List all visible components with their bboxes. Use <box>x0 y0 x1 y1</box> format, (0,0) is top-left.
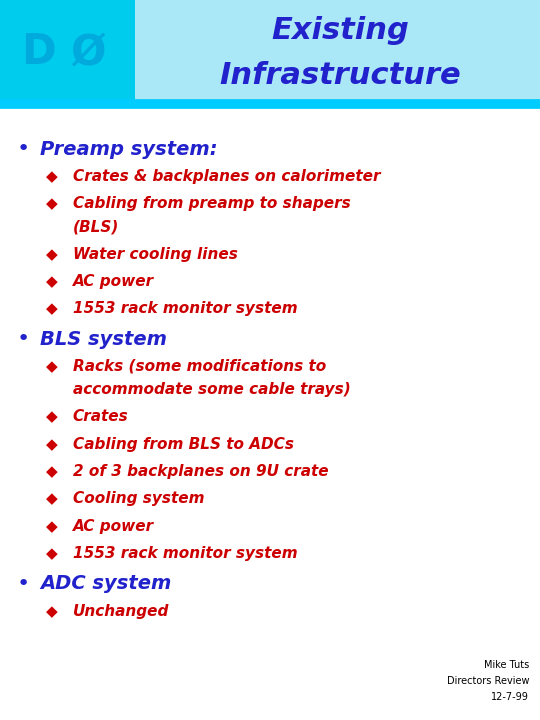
Text: ◆: ◆ <box>46 546 58 561</box>
Text: ADC system: ADC system <box>40 575 172 593</box>
Text: ◆: ◆ <box>46 410 58 424</box>
Text: •: • <box>16 329 30 349</box>
Text: ◆: ◆ <box>46 464 58 479</box>
Text: 2 of 3 backplanes on 9U crate: 2 of 3 backplanes on 9U crate <box>73 464 328 479</box>
Text: ◆: ◆ <box>46 604 58 618</box>
Text: Ø: Ø <box>70 31 106 73</box>
Text: ◆: ◆ <box>46 197 58 211</box>
FancyBboxPatch shape <box>0 0 135 104</box>
Text: Directors Review: Directors Review <box>447 676 529 686</box>
Text: Crates: Crates <box>73 410 129 424</box>
Text: ◆: ◆ <box>46 492 58 506</box>
Text: ◆: ◆ <box>46 437 58 451</box>
Text: ◆: ◆ <box>46 302 58 316</box>
Text: accommodate some cable trays): accommodate some cable trays) <box>73 382 350 397</box>
Text: Existing: Existing <box>271 16 409 45</box>
Text: 1553 rack monitor system: 1553 rack monitor system <box>73 546 298 561</box>
Text: ◆: ◆ <box>46 359 58 374</box>
Text: AC power: AC power <box>73 519 154 534</box>
Text: (BLS): (BLS) <box>73 220 119 234</box>
Text: Cabling from preamp to shapers: Cabling from preamp to shapers <box>73 197 350 211</box>
Text: Unchanged: Unchanged <box>73 604 169 618</box>
Text: Cooling system: Cooling system <box>73 492 205 506</box>
Text: •: • <box>16 574 30 594</box>
Text: Preamp system:: Preamp system: <box>40 140 218 158</box>
Text: Racks (some modifications to: Racks (some modifications to <box>73 359 326 374</box>
Text: ◆: ◆ <box>46 274 58 289</box>
Text: Infrastructure: Infrastructure <box>219 60 461 90</box>
Text: ◆: ◆ <box>46 519 58 534</box>
Text: 1553 rack monitor system: 1553 rack monitor system <box>73 302 298 316</box>
Text: Cabling from BLS to ADCs: Cabling from BLS to ADCs <box>73 437 294 451</box>
Text: ◆: ◆ <box>46 169 58 184</box>
Text: Water cooling lines: Water cooling lines <box>73 247 238 261</box>
Text: 12-7-99: 12-7-99 <box>491 692 529 702</box>
Text: D: D <box>22 31 56 73</box>
Text: Crates & backplanes on calorimeter: Crates & backplanes on calorimeter <box>73 169 380 184</box>
Text: •: • <box>16 139 30 159</box>
FancyBboxPatch shape <box>0 0 540 104</box>
Text: AC power: AC power <box>73 274 154 289</box>
Text: ◆: ◆ <box>46 247 58 261</box>
Text: Mike Tuts: Mike Tuts <box>484 660 529 670</box>
Text: BLS system: BLS system <box>40 330 167 348</box>
